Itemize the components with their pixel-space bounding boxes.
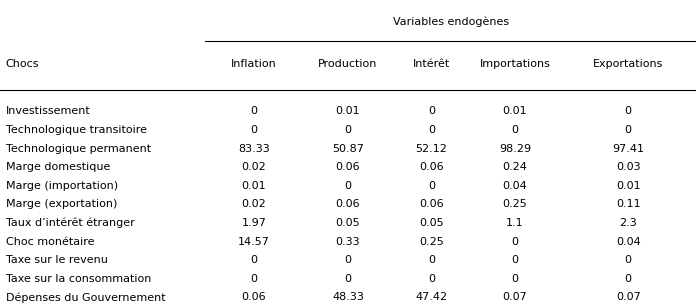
Text: 97.41: 97.41 <box>612 144 644 153</box>
Text: Taxe sur la consommation: Taxe sur la consommation <box>6 274 151 284</box>
Text: 0: 0 <box>428 125 435 135</box>
Text: Taxe sur le revenu: Taxe sur le revenu <box>6 255 107 265</box>
Text: 0: 0 <box>251 255 258 265</box>
Text: 52.12: 52.12 <box>416 144 448 153</box>
Text: Production: Production <box>318 59 378 69</box>
Text: 0: 0 <box>345 274 351 284</box>
Text: 0.01: 0.01 <box>335 106 361 116</box>
Text: 0.04: 0.04 <box>503 181 528 191</box>
Text: 0: 0 <box>428 274 435 284</box>
Text: 0: 0 <box>345 181 351 191</box>
Text: 0: 0 <box>512 237 519 246</box>
Text: 0: 0 <box>251 274 258 284</box>
Text: 0.02: 0.02 <box>242 162 267 172</box>
Text: 0.06: 0.06 <box>335 199 361 209</box>
Text: 1.97: 1.97 <box>242 218 267 228</box>
Text: 0: 0 <box>428 106 435 116</box>
Text: 0.24: 0.24 <box>503 162 528 172</box>
Text: 0: 0 <box>624 255 632 265</box>
Text: Marge (importation): Marge (importation) <box>6 181 118 191</box>
Text: 0.25: 0.25 <box>419 237 444 246</box>
Text: 0: 0 <box>624 106 632 116</box>
Text: 0: 0 <box>512 274 519 284</box>
Text: Variables endogènes: Variables endogènes <box>393 17 509 27</box>
Text: 1.1: 1.1 <box>506 218 524 228</box>
Text: 0.05: 0.05 <box>419 218 444 228</box>
Text: 0: 0 <box>512 125 519 135</box>
Text: Choc monétaire: Choc monétaire <box>6 237 94 246</box>
Text: 0.25: 0.25 <box>503 199 528 209</box>
Text: 0: 0 <box>428 255 435 265</box>
Text: 0.02: 0.02 <box>242 199 267 209</box>
Text: 0.06: 0.06 <box>242 292 267 302</box>
Text: 0: 0 <box>428 181 435 191</box>
Text: Inflation: Inflation <box>231 59 277 69</box>
Text: 0.07: 0.07 <box>503 292 528 302</box>
Text: 98.29: 98.29 <box>499 144 531 153</box>
Text: 0.05: 0.05 <box>335 218 361 228</box>
Text: Marge (exportation): Marge (exportation) <box>6 199 117 209</box>
Text: 0: 0 <box>251 125 258 135</box>
Text: 0.06: 0.06 <box>419 162 444 172</box>
Text: 0.06: 0.06 <box>335 162 361 172</box>
Text: 0: 0 <box>512 255 519 265</box>
Text: 83.33: 83.33 <box>238 144 270 153</box>
Text: 2.3: 2.3 <box>619 218 637 228</box>
Text: 48.33: 48.33 <box>332 292 364 302</box>
Text: 0.01: 0.01 <box>242 181 267 191</box>
Text: 0.01: 0.01 <box>503 106 528 116</box>
Text: 14.57: 14.57 <box>238 237 270 246</box>
Text: 0.07: 0.07 <box>616 292 640 302</box>
Text: Exportations: Exportations <box>593 59 663 69</box>
Text: Importations: Importations <box>480 59 551 69</box>
Text: Taux d’intérêt étranger: Taux d’intérêt étranger <box>6 218 134 228</box>
Text: Investissement: Investissement <box>6 106 90 116</box>
Text: 0.04: 0.04 <box>616 237 640 246</box>
Text: 0.33: 0.33 <box>335 237 361 246</box>
Text: 47.42: 47.42 <box>416 292 448 302</box>
Text: 0.06: 0.06 <box>419 199 444 209</box>
Text: Marge domestique: Marge domestique <box>6 162 110 172</box>
Text: Technologique transitoire: Technologique transitoire <box>6 125 147 135</box>
Text: 0.11: 0.11 <box>616 199 640 209</box>
Text: Chocs: Chocs <box>6 59 39 69</box>
Text: Intérêt: Intérêt <box>413 59 450 69</box>
Text: 0.01: 0.01 <box>616 181 640 191</box>
Text: 0: 0 <box>624 274 632 284</box>
Text: Technologique permanent: Technologique permanent <box>6 144 151 153</box>
Text: 0: 0 <box>345 125 351 135</box>
Text: Dépenses du Gouvernement: Dépenses du Gouvernement <box>6 292 165 303</box>
Text: 0: 0 <box>345 255 351 265</box>
Text: 0: 0 <box>251 106 258 116</box>
Text: 0: 0 <box>624 125 632 135</box>
Text: 50.87: 50.87 <box>332 144 364 153</box>
Text: 0.03: 0.03 <box>616 162 640 172</box>
